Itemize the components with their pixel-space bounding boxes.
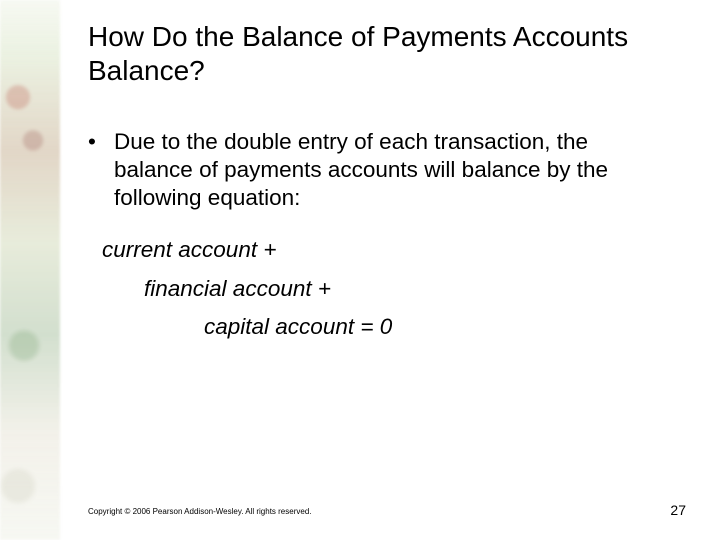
equation-line-3: capital account = 0 xyxy=(204,313,648,341)
bullet-item: • Due to the double entry of each transa… xyxy=(88,128,648,212)
page-number: 27 xyxy=(670,502,686,518)
slide: How Do the Balance of Payments Accounts … xyxy=(0,0,720,540)
equation-line-1: current account + xyxy=(102,236,648,264)
equation-line-2: financial account + xyxy=(144,275,648,303)
slide-body: • Due to the double entry of each transa… xyxy=(88,128,648,341)
decorative-left-strip xyxy=(0,0,60,540)
copyright-text: Copyright © 2006 Pearson Addison-Wesley.… xyxy=(88,507,312,516)
slide-title: How Do the Balance of Payments Accounts … xyxy=(88,20,648,87)
bullet-text: Due to the double entry of each transact… xyxy=(114,128,648,212)
bullet-marker: • xyxy=(88,128,114,212)
